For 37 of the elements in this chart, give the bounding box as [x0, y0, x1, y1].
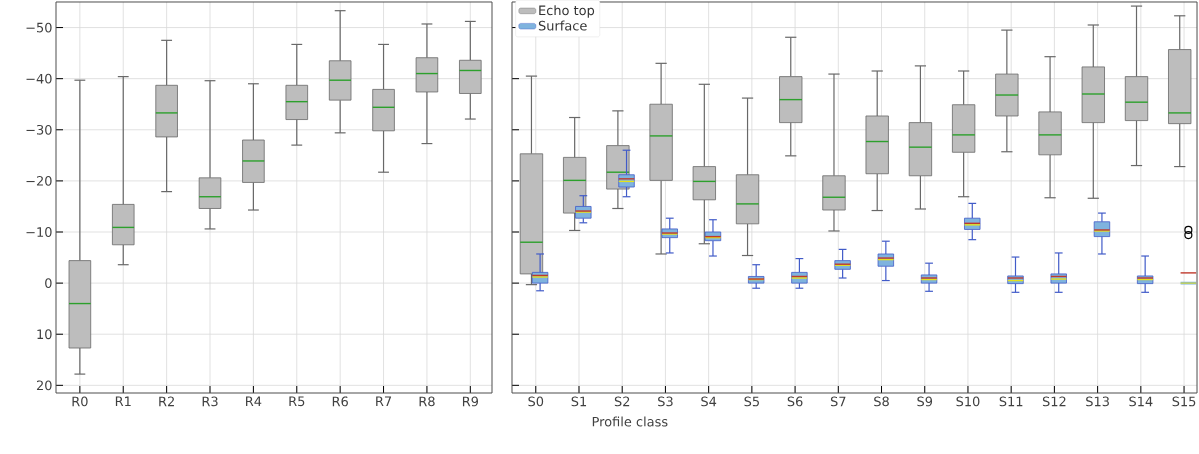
x-tick-label: R4: [246, 396, 262, 406]
x-tick-label: S4: [701, 396, 717, 407]
y-tick-label: −20: [26, 175, 52, 186]
x-tick-label: S1: [571, 396, 587, 407]
x-tick-label: S5: [744, 396, 759, 407]
x-tick-label: R6: [332, 396, 348, 407]
x-tick-label: R2: [159, 396, 174, 407]
x-tick-label: S13: [1086, 396, 1109, 407]
x-tick-label: S9: [917, 396, 933, 407]
x-tick-label: S14: [1129, 396, 1153, 407]
y-tick-label: −50: [26, 22, 52, 33]
x-tick-label: S10: [956, 396, 980, 407]
legend-label: Surface: [538, 20, 587, 31]
legend-label: Echo top: [539, 5, 595, 18]
y-tick-label: 0: [45, 278, 52, 289]
x-tick-label: R0: [72, 396, 88, 407]
x-tick-label: S11: [999, 396, 1023, 407]
x-tick-label: S3: [658, 396, 673, 407]
x-tick-label: R5: [289, 396, 305, 407]
y-tick-label: 10: [37, 329, 52, 340]
y-tick-label: −40: [26, 73, 52, 84]
x-tick-label: S2: [614, 396, 630, 407]
x-tick-label: R7: [376, 396, 392, 406]
y-tick-label: −10: [26, 227, 52, 237]
y-tick-label: −30: [26, 124, 52, 135]
x-tick-label: R8: [419, 396, 435, 407]
x-tick-label: S7: [830, 396, 846, 407]
x-tick-label: S6: [787, 396, 803, 407]
x-tick-label: R1: [115, 396, 131, 406]
x-tick-label: S0: [528, 396, 544, 407]
x-tick-label: R3: [202, 396, 218, 407]
x-tick-label: S15: [1172, 396, 1196, 407]
x-tick-label: S12: [1042, 396, 1066, 407]
x-axis-title: Profile class: [592, 416, 668, 427]
y-tick-label: 20: [36, 380, 52, 391]
x-tick-label: R9: [462, 396, 479, 407]
x-tick-label: S8: [874, 396, 889, 407]
